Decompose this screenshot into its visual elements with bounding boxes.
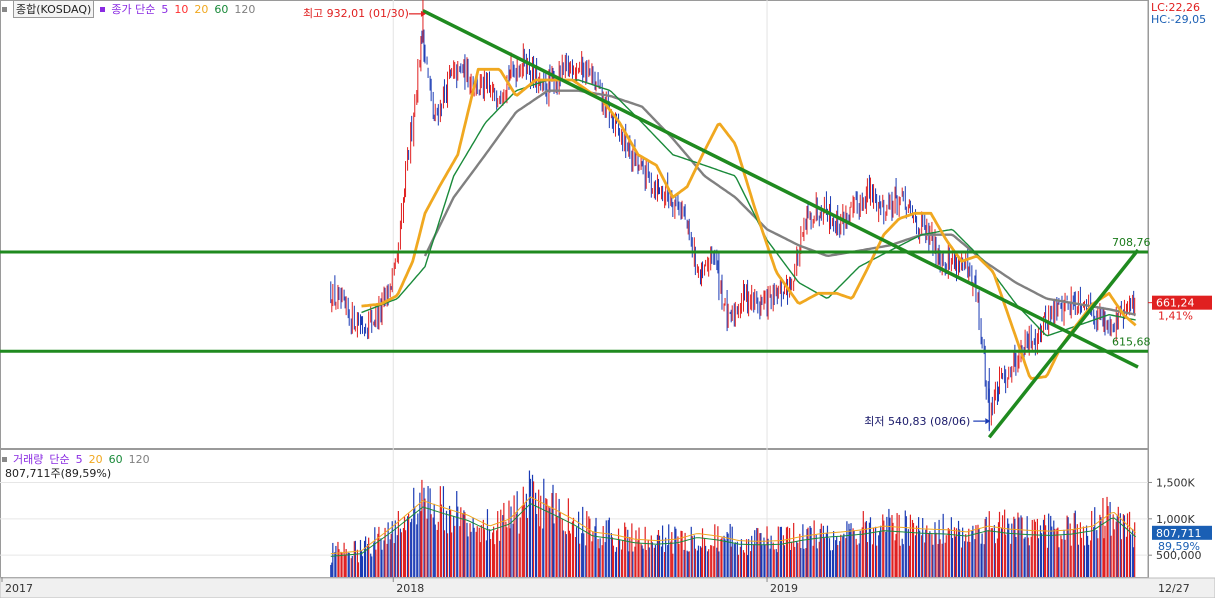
index-name[interactable]: 종합(KOSDAQ)	[13, 0, 95, 18]
volume-ma-period-120[interactable]: 120	[128, 452, 150, 466]
x-tick-label: 2017	[5, 582, 33, 595]
low-annotation: 최저 540,83 (08/06)	[864, 415, 970, 428]
price-header: 종합(KOSDAQ) 종가 단순 5 10 20 60 120	[2, 0, 256, 18]
volume-header-box-icon	[2, 456, 7, 462]
ma120-line	[423, 89, 1136, 316]
volume-y-tick-label: 500,000	[1156, 549, 1202, 562]
ma20-line	[361, 67, 1137, 380]
x-axis-end-label: 12/27	[1158, 582, 1190, 595]
x-tick-label: 2019	[770, 582, 798, 595]
volume-ma20-line	[330, 496, 1137, 555]
ma-period-20[interactable]: 20	[194, 2, 209, 16]
volume-ma60-line	[330, 502, 1137, 557]
current-volume-change: 89,59%	[1158, 540, 1200, 553]
volume-ma-period-60[interactable]: 60	[108, 452, 123, 466]
low-arrow-head-icon	[985, 418, 991, 425]
x-axis-strip	[0, 577, 1215, 599]
volume-header: 거래량 단순 5 20 60 120	[2, 452, 150, 466]
volume-y-tick-label: 1,000K	[1156, 513, 1195, 526]
ma-box-icon	[100, 6, 106, 12]
resistance-label: 708,76	[1112, 236, 1151, 249]
current-price-change: 1,41%	[1158, 310, 1193, 323]
lc-value: LC:22,26	[1151, 1, 1201, 14]
high-annotation: 최고 932,01 (01/30)	[303, 7, 409, 20]
high-arrow-head-icon	[420, 10, 426, 17]
hc-value: HC:-29,05	[1151, 13, 1207, 26]
ma-period-60[interactable]: 60	[214, 2, 229, 16]
ma60-line	[361, 79, 1136, 337]
x-tick-label: 2018	[396, 582, 424, 595]
ma-period-10[interactable]: 10	[174, 2, 189, 16]
current-price-value: 661,24	[1156, 297, 1195, 310]
current-volume-badge	[1152, 525, 1212, 540]
volume-ma-label[interactable]: 단순	[49, 453, 70, 466]
volume-name[interactable]: 거래량	[13, 453, 44, 466]
ma-label[interactable]: 종가 단순	[111, 3, 156, 16]
volume-current: 807,711주(89,59%)	[5, 467, 112, 480]
current-price-badge	[1152, 295, 1212, 310]
diagonal-trendline	[422, 9, 1139, 369]
support-label: 615,68	[1112, 335, 1151, 348]
ma-period-5[interactable]: 5	[161, 2, 169, 16]
right-info: LC:22,26 HC:-29,05	[1151, 2, 1206, 26]
ma-period-120[interactable]: 120	[234, 2, 256, 16]
price-header-box-icon	[2, 6, 7, 12]
current-volume-value: 807,711	[1156, 527, 1202, 540]
diagonal-trendline	[987, 248, 1140, 439]
volume-y-tick-label: 1,500K	[1156, 476, 1195, 489]
volume-ma-period-20[interactable]: 20	[88, 452, 103, 466]
volume-bars	[330, 470, 1136, 577]
volume-ma-period-5[interactable]: 5	[75, 452, 83, 466]
